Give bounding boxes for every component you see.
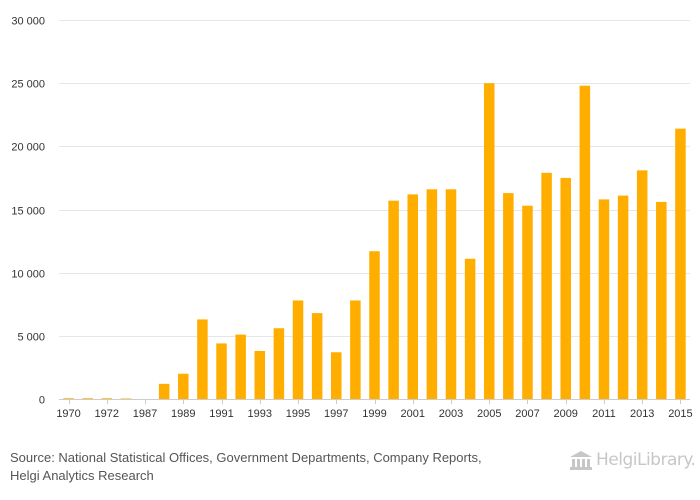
x-tick-label: 2005 — [477, 408, 501, 420]
bar-1970 — [63, 398, 74, 399]
bar-2009 — [560, 177, 571, 399]
logo-text: HelgiLibrary. — [596, 450, 696, 470]
bar-2005 — [483, 83, 495, 400]
y-tick-label: 15 000 — [11, 206, 45, 218]
y-tick-label: 30 000 — [11, 16, 45, 28]
bars — [63, 83, 686, 400]
x-tick-label: 2015 — [668, 408, 692, 420]
bar-2014 — [656, 201, 667, 399]
x-tick-label: 1995 — [286, 408, 310, 420]
bar-1999 — [369, 251, 380, 399]
bar-1972 — [101, 398, 113, 399]
y-axis-ticks: 0 5 000 10 000 15 000 20 000 25 000 30 000 — [11, 16, 45, 407]
bar-2008 — [541, 172, 552, 399]
bar-2004 — [464, 258, 476, 399]
bar-1997 — [331, 352, 342, 399]
x-tick-label: 2009 — [553, 408, 577, 420]
bar-2015 — [675, 128, 686, 399]
bar-2012 — [617, 195, 629, 399]
x-tick-label: 2013 — [630, 408, 654, 420]
bar-1994 — [273, 328, 285, 399]
bar-1989 — [178, 373, 189, 399]
bar-1995 — [292, 300, 304, 399]
bar-2010 — [579, 85, 591, 399]
x-tick-label: 1989 — [171, 408, 195, 420]
source-line-1: Source: National Statistical Offices, Go… — [10, 450, 482, 465]
y-tick-label: 20 000 — [11, 142, 45, 154]
x-axis-ticks: 1970 1972 1987 1989 1991 1993 1995 1997 1999 2001… — [56, 399, 693, 420]
bar-2001 — [407, 194, 418, 399]
x-tick-label: 1987 — [133, 408, 157, 420]
source-line-2: Helgi Analytics Research — [10, 468, 154, 483]
source-note: Source: National Statistical Offices, Go… — [10, 449, 550, 485]
bar-2000 — [388, 200, 399, 399]
bar-2011 — [598, 199, 610, 399]
bar-2002 — [426, 189, 438, 399]
x-tick-label: 2007 — [515, 408, 539, 420]
x-tick-label: 1999 — [362, 408, 386, 420]
x-tick-label: 2003 — [439, 408, 463, 420]
x-tick-label: 2001 — [400, 408, 424, 420]
bar-1973 — [120, 398, 132, 399]
x-tick-label: 1993 — [248, 408, 272, 420]
bar-1971 — [82, 398, 93, 399]
helgi-library-logo: HelgiLibrary. — [568, 450, 696, 472]
x-tick-label: 2011 — [592, 408, 616, 420]
y-tick-label: 10 000 — [11, 269, 45, 281]
bar-2013 — [636, 170, 648, 399]
bar-1988 — [158, 383, 170, 399]
x-tick-label: 1972 — [95, 408, 119, 420]
bar-1990 — [197, 319, 208, 399]
y-tick-label: 5 000 — [17, 332, 45, 344]
bar-1991 — [216, 343, 227, 399]
x-tick-label: 1997 — [324, 408, 348, 420]
bar-1993 — [254, 350, 266, 399]
bar-2007 — [522, 205, 533, 399]
bar-chart: 0 5 000 10 000 15 000 20 000 25 000 30 000 197… — [11, 16, 693, 421]
library-building-icon — [570, 451, 592, 470]
bar-1998 — [350, 300, 361, 399]
bar-2003 — [445, 189, 457, 399]
bar-2006 — [503, 193, 514, 399]
bar-1996 — [311, 313, 323, 399]
y-tick-label: 0 — [39, 395, 45, 407]
y-tick-label: 25 000 — [11, 79, 45, 91]
bar-1992 — [235, 334, 246, 399]
x-tick-label: 1991 — [209, 408, 233, 420]
x-tick-label: 1970 — [56, 408, 80, 420]
